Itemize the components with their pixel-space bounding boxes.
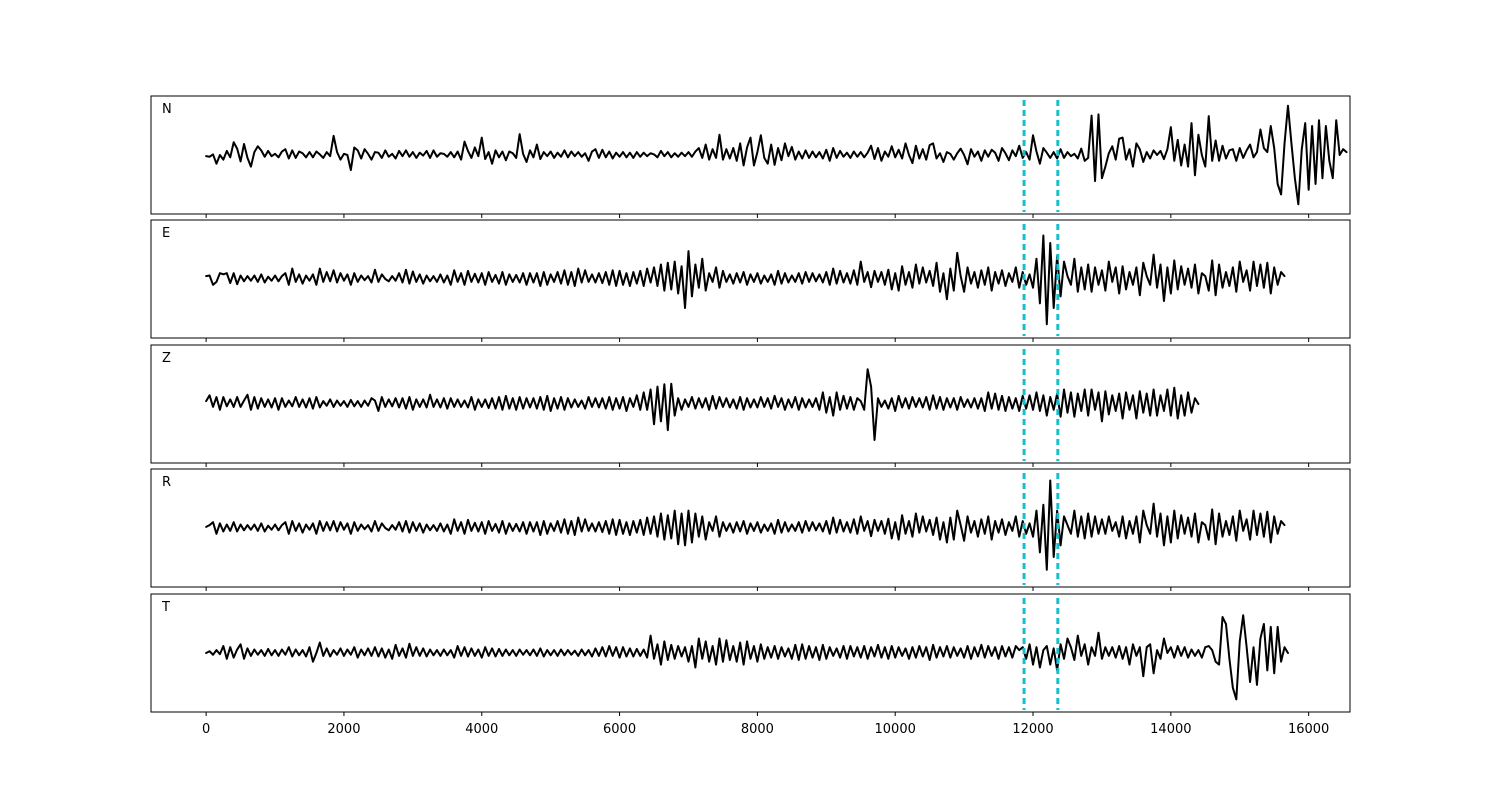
panel-r: R bbox=[150, 468, 1351, 591]
x-axis: 0 2000 4000 6000 8000 10000 12000 14000 16000 bbox=[202, 722, 1329, 737]
panel-z: Z bbox=[150, 344, 1351, 467]
channel-label-z: Z bbox=[162, 351, 171, 366]
trace-z bbox=[205, 368, 1200, 441]
trace-e bbox=[205, 234, 1286, 326]
x-tick-label: 6000 bbox=[603, 722, 636, 737]
x-tick-label: 14000 bbox=[1150, 722, 1191, 737]
panel-frame bbox=[150, 95, 1351, 215]
trace-n bbox=[205, 104, 1348, 206]
panels-layer: N E Z R T bbox=[150, 95, 1351, 716]
x-tick-label: 10000 bbox=[875, 722, 916, 737]
panel-t: T bbox=[150, 593, 1351, 716]
panel-frame bbox=[150, 593, 1351, 713]
x-tick-label: 0 bbox=[202, 722, 210, 737]
x-tick-label: 8000 bbox=[741, 722, 774, 737]
x-tick-label: 12000 bbox=[1012, 722, 1053, 737]
panel-e: E bbox=[150, 219, 1351, 342]
x-tick-label: 16000 bbox=[1288, 722, 1329, 737]
channel-label-n: N bbox=[162, 102, 172, 117]
channel-label-t: T bbox=[161, 600, 170, 615]
panel-frame bbox=[150, 344, 1351, 464]
panel-frame bbox=[150, 219, 1351, 339]
x-tick-label: 2000 bbox=[327, 722, 360, 737]
channel-label-r: R bbox=[162, 475, 171, 490]
trace-r bbox=[205, 479, 1286, 571]
panel-frame bbox=[150, 468, 1351, 588]
x-tick-label: 4000 bbox=[465, 722, 498, 737]
channel-label-e: E bbox=[162, 226, 170, 241]
trace-t bbox=[205, 614, 1289, 701]
panel-n: N bbox=[150, 95, 1351, 218]
